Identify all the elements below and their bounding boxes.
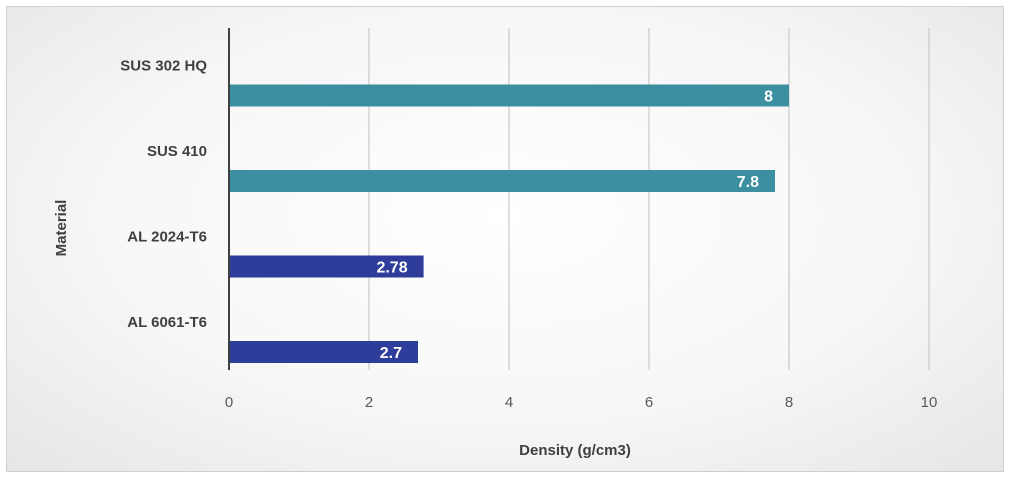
x-tick-label-4: 4: [505, 394, 513, 411]
data-label-al-2024-t6: 2.78: [376, 260, 407, 277]
bars: [229, 84, 789, 363]
category-label-sus-410: SUS 410: [147, 143, 207, 160]
bar-sus-302-hq: [229, 84, 789, 107]
category-label-al-2024-t6: AL 2024-T6: [127, 229, 207, 246]
x-tick-label-6: 6: [645, 394, 653, 411]
bar-al-2024-t6: [229, 255, 424, 278]
category-label-sus-302-hq: SUS 302 HQ: [120, 58, 207, 75]
gridlines: [368, 28, 930, 370]
x-tick-label-8: 8: [785, 394, 793, 411]
chart-frame: [6, 6, 1004, 472]
y-axis-title: Material: [53, 200, 70, 257]
labels: 0 2 4 6 8 10 2.7 AL 6061-T6 2.78 AL 2024-T6 7.8 SUS…: [120, 58, 937, 412]
x-tick-label-10: 10: [921, 394, 938, 411]
data-label-al-6061-t6: 2.7: [380, 345, 402, 362]
data-label-sus-302-hq: 8: [764, 89, 773, 106]
bar-al-6061-t6: [229, 341, 418, 363]
bar-sus-410: [229, 170, 775, 192]
x-axis-title: Density (g/cm3): [519, 442, 631, 459]
data-label-sus-410: 7.8: [737, 174, 759, 191]
x-tick-label-0: 0: [225, 394, 233, 411]
category-label-al-6061-t6: AL 6061-T6: [127, 314, 207, 331]
x-tick-label-2: 2: [365, 394, 373, 411]
